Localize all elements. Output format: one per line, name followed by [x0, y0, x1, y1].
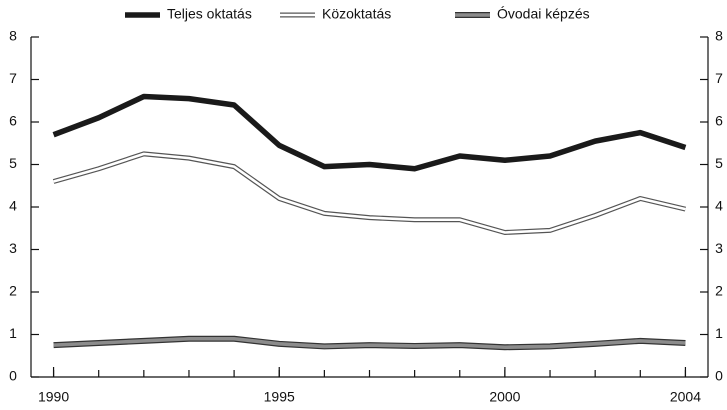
- y-tick-label: 4: [9, 198, 17, 214]
- x-tick-label: 1990: [38, 389, 69, 405]
- y-tick-label: 3: [9, 240, 17, 256]
- y2-tick-label: 4: [715, 198, 723, 214]
- legend-label: Óvodai képzés: [497, 6, 590, 22]
- series-line: [52, 93, 687, 172]
- y2-tick-label: 0: [715, 368, 723, 384]
- y-tick-label: 6: [9, 113, 17, 129]
- y2-tick-label: 6: [715, 113, 723, 129]
- y-tick-label: 2: [9, 283, 17, 299]
- y2-tick-label: 1: [715, 325, 723, 341]
- y2-tick-label: 3: [715, 240, 723, 256]
- y-tick-label: 7: [9, 70, 17, 86]
- series-line: [53, 336, 686, 350]
- y2-tick-label: 7: [715, 70, 723, 86]
- y2-tick-label: 5: [715, 155, 723, 171]
- x-tick-label: 1995: [264, 389, 295, 405]
- y2-tick-label: 2: [715, 283, 723, 299]
- legend-label: Közoktatás: [322, 6, 391, 22]
- x-tick-label: 2000: [489, 389, 520, 405]
- legend-label: Teljes oktatás: [167, 6, 252, 22]
- y-tick-label: 0: [9, 368, 17, 384]
- y2-tick-label: 8: [715, 28, 723, 44]
- y-tick-label: 5: [9, 155, 17, 171]
- y-tick-label: 1: [9, 325, 17, 341]
- series-line: [53, 152, 686, 234]
- x-tick-label: 2004: [670, 389, 701, 405]
- y-tick-label: 8: [9, 28, 17, 44]
